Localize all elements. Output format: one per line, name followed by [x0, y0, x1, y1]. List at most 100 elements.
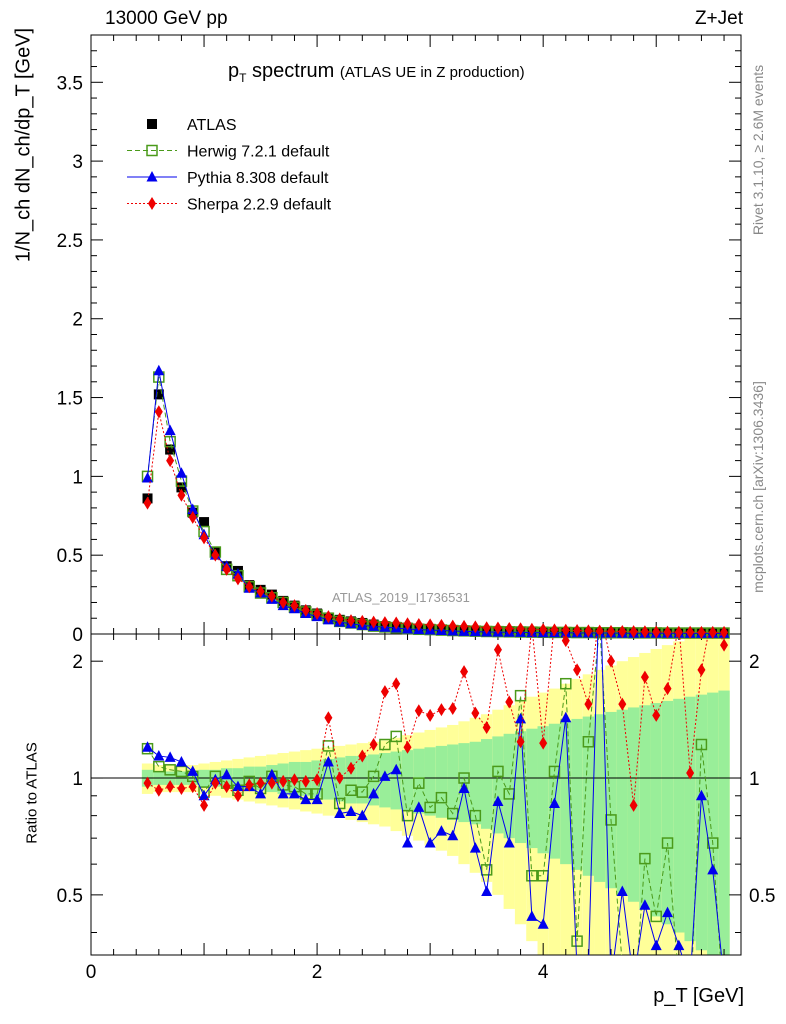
ratio-point: [402, 837, 414, 848]
ratio-point: [706, 837, 719, 849]
analysis-watermark: ATLAS_2019_I1736531: [332, 590, 470, 605]
data-point: [153, 364, 165, 376]
ratio-point: [143, 776, 152, 790]
band-inner: [571, 718, 583, 870]
data-point: [143, 496, 152, 510]
ratio-point: [606, 975, 617, 986]
data-point: [347, 614, 355, 628]
data-point: [380, 616, 389, 630]
data-point: [222, 562, 231, 576]
ratio-point: [686, 766, 695, 780]
band-inner: [481, 739, 493, 829]
data-point: [697, 625, 706, 639]
band-inner: [718, 690, 730, 955]
band-inner: [673, 698, 685, 933]
band-inner: [514, 731, 527, 844]
data-point: [629, 625, 638, 639]
ratio-point: [616, 885, 628, 897]
ratio-point: [573, 663, 582, 677]
ratio-point: [709, 604, 717, 617]
ratio-point: [629, 1007, 639, 1017]
ratio-point: [367, 770, 380, 783]
data-point: [550, 623, 559, 637]
data-point: [460, 619, 469, 633]
ratio-point: [481, 885, 493, 897]
chart-title-word: spectrum: [246, 60, 335, 82]
ratio-point: [685, 975, 696, 986]
ratio-point: [426, 708, 435, 722]
ratio-point: [290, 773, 299, 787]
ratio-point: [526, 870, 538, 882]
data-point: [177, 488, 186, 502]
ratio-point: [673, 939, 685, 951]
ratio-point: [424, 837, 436, 848]
ratio-point: [211, 776, 220, 790]
ratio-point: [166, 780, 175, 794]
ratio-point: [334, 807, 346, 819]
rivet-label: Rivet 3.1.10, ≥ 2.6M events: [750, 64, 766, 236]
ratio-point: [435, 825, 447, 836]
band-inner: [401, 750, 414, 812]
ratio-point: [322, 755, 334, 767]
data-point: [166, 454, 175, 468]
ratio-point: [358, 749, 367, 763]
ratio-point: [379, 738, 391, 751]
band-inner: [322, 758, 335, 800]
data-point: [199, 517, 210, 528]
ratio-point: [572, 964, 583, 975]
data-point: [618, 624, 627, 638]
ratio-point: [514, 689, 527, 702]
band-inner: [537, 726, 549, 854]
ratio-tick-label-left: 2: [72, 652, 83, 673]
ratio-point: [697, 663, 706, 677]
ratio-point: [515, 712, 527, 724]
ratio-line-3: [147, 634, 725, 807]
chart-title-sub: T: [239, 71, 247, 85]
band-inner: [695, 694, 708, 951]
ratio-point: [356, 786, 369, 798]
legend-label: Sherpa 2.2.9 default: [187, 197, 332, 214]
data-point: [607, 624, 615, 638]
ratio-line-2: [147, 634, 722, 955]
data-point: [153, 389, 164, 400]
data-point: [708, 625, 717, 639]
ratio-point: [471, 706, 480, 720]
ratio-point: [369, 738, 378, 752]
legend: ATLAS Herwig 7.2.1 default Pythia 8.308 de…: [127, 117, 332, 214]
ratio-point: [482, 720, 491, 734]
legend-marker: [146, 144, 158, 157]
data-point: [165, 444, 176, 455]
y-tick-label: 3: [72, 152, 83, 173]
process-label: Z+Jet: [694, 8, 743, 29]
ratio-point: [188, 780, 197, 794]
data-point: [640, 625, 649, 639]
ratio-point: [335, 771, 344, 785]
ratio-tick-label-right: 1: [749, 769, 760, 790]
ratio-point: [198, 789, 210, 801]
ratio-point: [695, 738, 708, 751]
legend-label: Herwig 7.2.1 default: [187, 144, 330, 161]
ratio-tick-label-left: 1: [72, 769, 83, 790]
main-panel-series: [141, 364, 730, 639]
ratio-point: [526, 910, 538, 921]
ratio-point: [539, 736, 548, 750]
data-point: [358, 614, 367, 628]
ratio-point: [707, 863, 719, 875]
ratio-point: [492, 795, 504, 807]
ratio-tick-label-left: 0.5: [57, 886, 83, 907]
ratio-point: [584, 697, 593, 711]
data-point: [164, 435, 176, 448]
ratio-point: [390, 763, 402, 775]
band-inner: [345, 755, 357, 804]
data-point: [414, 618, 423, 632]
data-point: [516, 622, 525, 636]
legend-label: Pythia 8.308 default: [187, 170, 329, 187]
data-point: [561, 623, 570, 637]
ratio-point: [368, 787, 380, 799]
ratio-point: [537, 918, 549, 929]
ratio-point: [233, 789, 242, 803]
data-point: [335, 612, 344, 626]
ratio-point: [618, 697, 627, 711]
data-point: [211, 548, 220, 562]
